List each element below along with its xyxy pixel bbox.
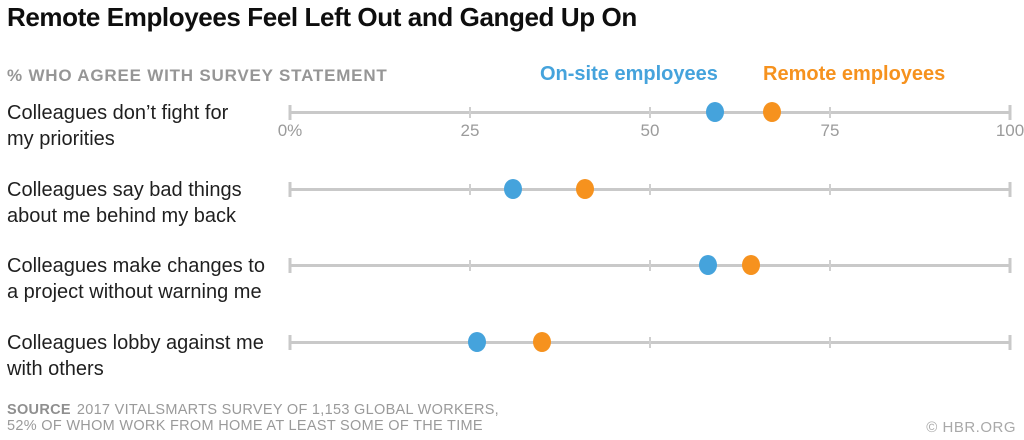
axis-tick (829, 260, 831, 271)
axis-endcap (288, 335, 292, 350)
axis-tick (829, 107, 831, 118)
axis-tick-label: 100 (995, 121, 1024, 140)
dot-on-site-employees (468, 332, 487, 352)
source-label: SOURCE (7, 402, 71, 418)
axis-track: 0% 25 50 75 100 (278, 100, 1024, 160)
axis-tick (649, 184, 651, 195)
axis-endcap (288, 105, 292, 120)
chart-row: Colleagues lobby against me with others (0, 330, 1024, 390)
row-label-line: Colleagues say bad things (7, 179, 242, 201)
row-label-line: my priorities (7, 128, 115, 150)
axis-tick (649, 107, 651, 118)
axis-endcap (1008, 258, 1012, 273)
axis-tick-label: 75 (820, 121, 840, 140)
row-label-line: about me behind my back (7, 205, 237, 227)
row-label: Colleagues make changes to a project with… (7, 253, 285, 305)
legend-remote-employees: Remote employees (763, 63, 946, 85)
axis-tick (649, 260, 651, 271)
legend-onsite-employees: On-site employees (540, 63, 718, 85)
row-label: Colleagues say bad things about me behind… (7, 177, 285, 229)
row-label-line: Colleagues don’t fight for (7, 102, 229, 124)
axis-tick (469, 184, 471, 195)
row-label: Colleagues don’t fight for my priorities (7, 100, 285, 152)
dot-remote-employees (576, 179, 595, 199)
axis-tick (649, 337, 651, 348)
source-text-1: 2017 VITALSMARTS SURVEY OF 1,153 GLOBAL … (76, 402, 500, 418)
row-label-line: Colleagues make changes to (7, 255, 265, 277)
dot-on-site-employees (504, 179, 523, 199)
axis-endcap (1008, 335, 1012, 350)
dot-remote-employees (533, 332, 551, 352)
hbr-credit: © HBR.ORG (926, 419, 1016, 436)
chart-row: Colleagues make changes to a project with… (0, 253, 1024, 313)
axis-tick-label: 25 (460, 121, 480, 140)
axis-tick (829, 184, 831, 195)
row-label-line: a project without warning me (7, 281, 262, 303)
row-label-line: Colleagues lobby against me (7, 332, 264, 354)
dot-remote-employees (763, 102, 782, 122)
row-label-line: with others (7, 358, 104, 380)
chart-row: Colleagues don’t fight for my priorities 0… (0, 100, 1024, 160)
axis-endcap (1008, 182, 1012, 197)
axis-endcap (288, 182, 292, 197)
axis-tick-label: 0% (277, 121, 303, 140)
page-title: Remote Employees Feel Left Out and Gange… (7, 2, 637, 32)
axis-tick-label: 50 (640, 121, 660, 140)
dot-on-site-employees (705, 102, 724, 122)
axis-tick (829, 337, 831, 348)
dot-remote-employees (741, 255, 760, 275)
row-label: Colleagues lobby against me with others (7, 330, 285, 382)
axis-endcap (1008, 105, 1012, 120)
source-line-2: 52% OF WHOM WORK FROM HOME AT LEAST SOME… (7, 418, 483, 434)
axis-endcap (288, 258, 292, 273)
axis-track (288, 177, 1012, 237)
chart-row: Colleagues say bad things about me behind… (0, 177, 1024, 237)
source-line-1: SOURCE 2017 VITALSMARTS SURVEY OF 1,153 G… (7, 402, 499, 418)
source-note: SOURCE 2017 VITALSMARTS SURVEY OF 1,153 G… (7, 402, 499, 434)
chart-subtitle: % WHO AGREE WITH SURVEY STATEMENT (7, 66, 388, 85)
axis-track (288, 253, 1012, 313)
axis-track (288, 330, 1012, 390)
axis-tick (469, 260, 471, 271)
dot-on-site-employees (698, 255, 717, 275)
axis-tick (469, 107, 471, 118)
